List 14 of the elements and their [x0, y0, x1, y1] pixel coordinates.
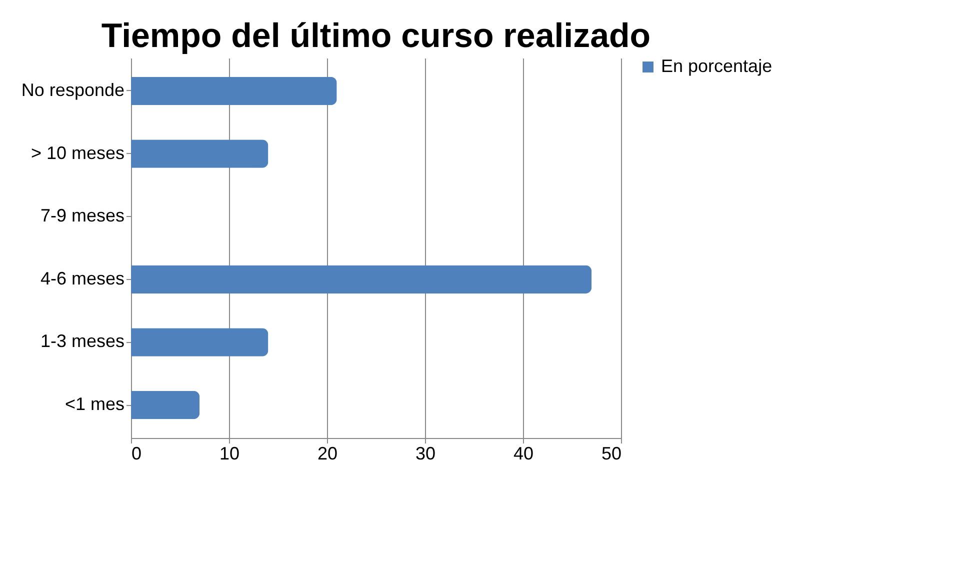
y-tick-label: 4-6 meses — [40, 268, 124, 288]
x-tick-label: 50 — [601, 444, 622, 464]
y-tick-label: > 10 meses — [30, 142, 124, 163]
y-tick-label: No responde — [21, 80, 124, 100]
y-tick-label: 1-3 meses — [40, 331, 124, 352]
y-tick-label: 7-9 meses — [40, 206, 124, 226]
x-tick-label: 20 — [317, 444, 338, 464]
legend-label: En porcentaje — [661, 56, 772, 76]
chart-title: Tiempo del último curso realizado — [101, 17, 651, 55]
x-tick-label: 0 — [132, 444, 142, 464]
y-tick-label: <1 mes — [64, 394, 124, 414]
x-tick-label: 40 — [513, 444, 534, 464]
x-tick-label: 30 — [415, 444, 436, 464]
x-tick-label: 10 — [219, 444, 240, 464]
